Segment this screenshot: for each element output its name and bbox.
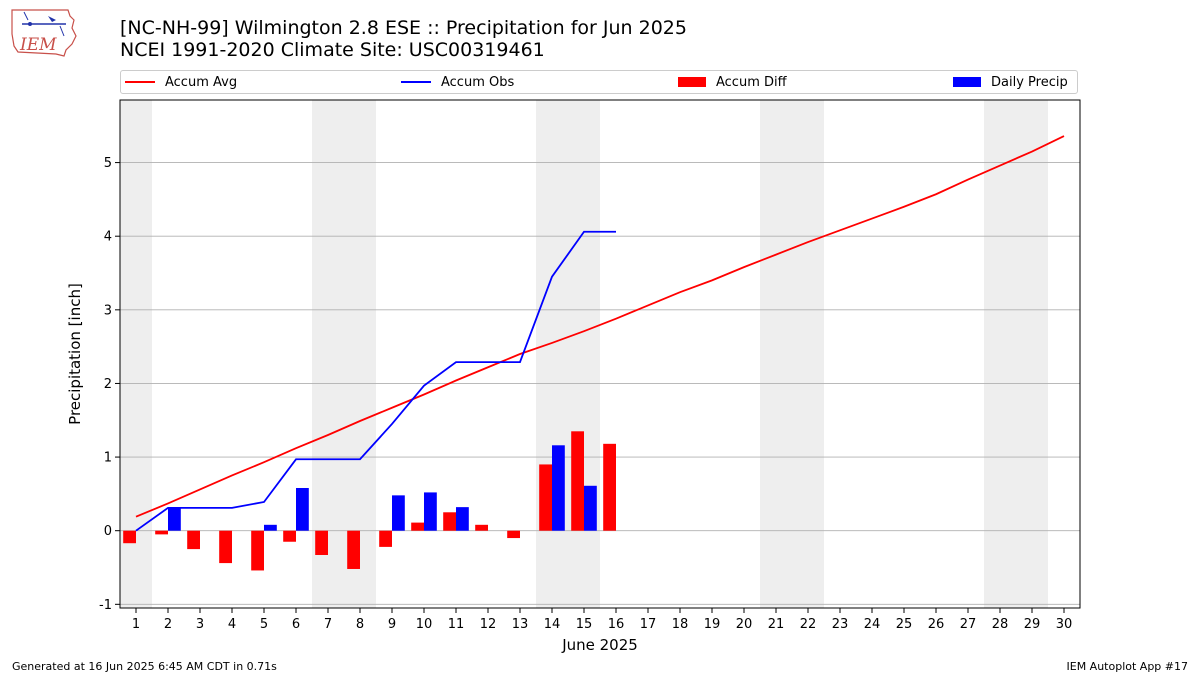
x-tick-label: 8 xyxy=(356,617,364,632)
y-axis: -1 0 1 2 3 4 5 xyxy=(99,156,120,613)
x-tick-label: 16 xyxy=(608,617,625,632)
x-tick-label: 5 xyxy=(260,617,268,632)
x-tick-label: 4 xyxy=(228,617,236,632)
x-tick-label: 11 xyxy=(448,617,465,632)
x-tick-label: 3 xyxy=(196,617,204,632)
x-tick-label: 17 xyxy=(640,617,657,632)
x-axis: 1 2 3 4 5 6 7 8 9 10 11 12 13 14 15 16 17 18 19 20 21 22 23 24 2… xyxy=(132,608,1072,632)
y-tick-label: 1 xyxy=(104,451,112,466)
legend-accum-avg-label: Accum Avg xyxy=(165,74,238,90)
y-tick-label: 4 xyxy=(104,230,112,245)
legend-accum-obs-swatch xyxy=(401,81,431,83)
accum-diff-bar xyxy=(187,530,200,550)
legend-accum-obs-label: Accum Obs xyxy=(441,74,515,90)
iem-logo: IEM xyxy=(11,9,77,57)
x-tick-label: 6 xyxy=(292,617,300,632)
x-tick-label: 27 xyxy=(960,617,977,632)
x-tick-label: 22 xyxy=(800,617,817,632)
legend-accum-diff-swatch xyxy=(678,77,706,87)
accum-diff-bar xyxy=(123,530,136,544)
daily-precip-bars xyxy=(168,445,597,531)
accum-diff-bar xyxy=(539,464,552,531)
x-tick-label: 19 xyxy=(704,617,721,632)
y-axis-label: Precipitation [inch] xyxy=(66,283,84,425)
daily-precip-bar xyxy=(584,485,597,531)
x-tick-label: 28 xyxy=(992,617,1009,632)
x-tick-label: 7 xyxy=(324,617,332,632)
accum-obs-line xyxy=(135,230,616,532)
legend-accum-avg: Accum Avg xyxy=(125,71,237,93)
x-tick-label: 2 xyxy=(164,617,172,632)
x-tick-label: 10 xyxy=(416,617,433,632)
chart-subtitle: NCEI 1991-2020 Climate Site: USC00319461 xyxy=(120,39,545,61)
x-tick-label: 21 xyxy=(768,617,785,632)
daily-precip-bar xyxy=(456,507,469,531)
x-tick-label: 24 xyxy=(864,617,881,632)
logo-text: IEM xyxy=(19,35,57,55)
daily-precip-bar xyxy=(392,495,405,531)
weekend-band-4 xyxy=(984,100,1048,608)
x-tick-label: 13 xyxy=(512,617,529,632)
gridlines xyxy=(120,162,1080,605)
accum-diff-bar xyxy=(347,530,360,569)
x-tick-label: 29 xyxy=(1024,617,1041,632)
accum-diff-bar xyxy=(443,512,456,531)
accum-diff-bar xyxy=(379,530,392,547)
chart-title: [NC-NH-99] Wilmington 2.8 ESE :: Precipi… xyxy=(120,17,687,39)
x-axis-label: June 2025 xyxy=(561,636,638,654)
series-lines xyxy=(135,135,1065,532)
daily-precip-bar xyxy=(296,487,309,531)
x-tick-label: 9 xyxy=(388,617,396,632)
weekend-band-1 xyxy=(312,100,376,608)
y-tick-label: -1 xyxy=(99,598,112,613)
x-tick-label: 14 xyxy=(544,617,561,632)
daily-precip-bar xyxy=(168,507,181,531)
x-tick-label: 26 xyxy=(928,617,945,632)
accum-diff-bar xyxy=(603,443,616,531)
daily-precip-bar xyxy=(264,524,277,531)
accum-diff-bar xyxy=(315,530,328,555)
accum-diff-bars xyxy=(123,431,616,571)
legend-accum-avg-swatch xyxy=(125,81,155,83)
accum-diff-bar xyxy=(475,524,488,531)
footer-app: IEM Autoplot App #17 xyxy=(1066,660,1189,673)
legend-accum-diff-label: Accum Diff xyxy=(716,74,787,90)
weekend-band-3 xyxy=(760,100,824,608)
accum-diff-bar xyxy=(507,530,520,539)
legend-accum-obs: Accum Obs xyxy=(401,71,514,93)
accum-diff-bar xyxy=(155,530,168,535)
weekend-bands xyxy=(120,100,1048,608)
x-tick-label: 23 xyxy=(832,617,849,632)
y-tick-label: 3 xyxy=(104,303,112,318)
y-tick-label: 5 xyxy=(104,156,112,171)
accum-diff-bar xyxy=(283,530,296,542)
legend-daily-precip: Daily Precip xyxy=(953,71,1068,93)
x-tick-label: 1 xyxy=(132,617,140,632)
footer-generated: Generated at 16 Jun 2025 6:45 AM CDT in … xyxy=(12,660,277,673)
x-tick-label: 12 xyxy=(480,617,497,632)
accum-avg-line xyxy=(135,135,1065,518)
x-tick-label: 18 xyxy=(672,617,689,632)
accum-diff-bar xyxy=(571,431,584,531)
legend-accum-diff: Accum Diff xyxy=(678,71,787,93)
y-tick-label: 0 xyxy=(104,524,112,539)
daily-precip-bar xyxy=(424,492,437,531)
x-tick-label: 15 xyxy=(576,617,593,632)
chart-legend: Accum Avg Accum Obs Accum Diff Daily Pre… xyxy=(120,70,1078,94)
weekend-band-2 xyxy=(536,100,600,608)
accum-diff-bar xyxy=(219,530,232,564)
legend-daily-precip-label: Daily Precip xyxy=(991,74,1068,90)
accum-diff-bar xyxy=(251,530,264,571)
daily-precip-bar xyxy=(552,445,565,531)
legend-daily-precip-swatch xyxy=(953,77,981,87)
plot-frame xyxy=(119,99,1081,609)
x-tick-label: 30 xyxy=(1056,617,1073,632)
accum-diff-bar xyxy=(411,522,424,531)
x-tick-label: 20 xyxy=(736,617,753,632)
y-tick-label: 2 xyxy=(104,377,112,392)
x-tick-label: 25 xyxy=(896,617,913,632)
